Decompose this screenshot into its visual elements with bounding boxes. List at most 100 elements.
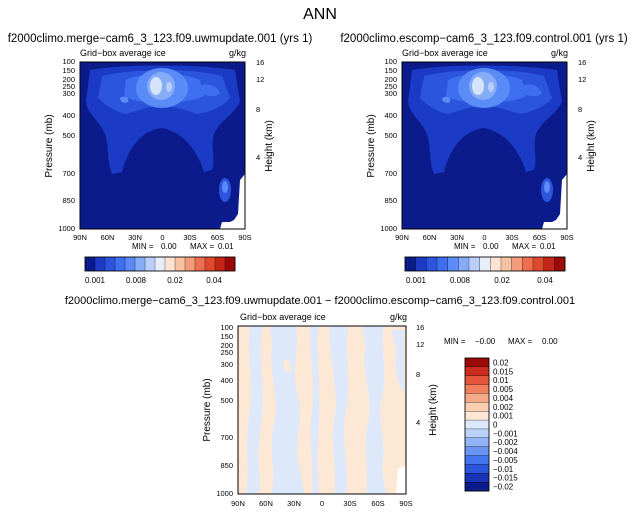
colorbar-swatch [84, 256, 96, 272]
left-max-value: 0.01 [218, 242, 234, 251]
diff-colorbar-swatch [464, 402, 490, 412]
left-ytick: 850 [62, 196, 75, 205]
diff-colorbar-swatch [464, 357, 490, 368]
right-ytick: 850 [384, 196, 397, 205]
diff-y2tick: 4 [416, 418, 420, 427]
colorbar-swatch [511, 256, 523, 272]
right-max-value: 0.01 [540, 242, 556, 251]
right-ytick: 500 [384, 131, 397, 140]
colorbar-swatch [134, 256, 146, 272]
left-subtitle-left: Grid−box average ice [80, 48, 166, 58]
right-min-label: MIN = [454, 242, 476, 251]
right-ylabel: Pressure (mb) [366, 114, 377, 177]
diff-xtick: 0 [320, 499, 324, 508]
left-xtick: 60S [211, 233, 224, 242]
colorbar-swatch [164, 256, 176, 272]
right-xtick: 60N [423, 233, 437, 242]
diff-colorbar-swatch [464, 384, 490, 394]
colorbar-swatch [458, 256, 470, 272]
left-contour-field [80, 62, 245, 229]
diff-ytick: 250 [220, 348, 233, 357]
diff-xtick: 90S [399, 499, 412, 508]
diff-colorbar-label: −0.001 [493, 429, 518, 438]
left-ytick: 250 [62, 82, 75, 91]
colorbar-swatch [104, 256, 116, 272]
diff-ytick: 100 [220, 323, 233, 332]
diff-xticks: 90N 60N 30N 0 30S 60S 90S [231, 499, 413, 508]
colorbar-swatch [174, 256, 186, 272]
right-xticks: 90N 60N 30N 0 30S 60S 90S [395, 233, 574, 242]
diff-plot-frame [237, 325, 407, 495]
diff-y2tick: 8 [416, 370, 420, 379]
diff-xtick: 90N [231, 499, 245, 508]
diff-colorbar-swatch [464, 446, 490, 456]
right-xtick: 60S [533, 233, 546, 242]
page-title: ANN [303, 6, 337, 23]
left-min-value: 0.00 [161, 242, 177, 251]
diff-colorbar-swatch [464, 455, 490, 465]
colorbar-swatch [490, 256, 502, 272]
right-contour-field [402, 62, 567, 229]
colorbar-swatch [426, 256, 438, 272]
colorbar-swatch [94, 256, 106, 272]
left-y2ticks: 16 12 8 4 [256, 58, 264, 162]
colorbar-swatch [500, 256, 513, 272]
diff-colorbar-label: −0.015 [493, 474, 518, 483]
left-xtick: 0 [160, 233, 164, 242]
right-ytick: 1000 [380, 224, 397, 233]
diff-ytick: 150 [220, 332, 233, 341]
left-xticks: 90N 60N 30N 0 30S 60S 90S [73, 233, 252, 242]
diff-colorbar-label: 0 [493, 421, 498, 430]
diff-colorbar-label: 0.002 [493, 403, 514, 412]
diff-colorbar-swatch [464, 393, 490, 403]
left-ytick: 500 [62, 131, 75, 140]
right-colorbar-labels: 0.001 0.008 0.02 0.04 [406, 276, 553, 285]
right-xtick: 90S [560, 233, 573, 242]
left-ytick: 700 [62, 169, 75, 178]
right-y2label: Height (km) [586, 120, 597, 172]
left-subtitle-right: g/kg [229, 48, 246, 58]
left-ytick: 100 [62, 57, 75, 66]
diff-colorbar-label: 0.015 [493, 367, 514, 376]
diff-subtitle-left: Grid−box average ice [240, 312, 326, 322]
left-xtick: 90N [73, 233, 87, 242]
diff-ylabel: Pressure (mb) [202, 378, 213, 441]
diff-colorbar-swatch [464, 473, 490, 483]
colorbar-swatch [554, 256, 566, 272]
left-min-label: MIN = [132, 242, 154, 251]
left-ylabel: Pressure (mb) [44, 114, 55, 177]
left-max-label: MAX = [190, 242, 215, 251]
left-xtick: 90S [238, 233, 251, 242]
left-xtick: 30N [128, 233, 142, 242]
colorbar-swatch [124, 256, 136, 272]
diff-colorbar [464, 357, 490, 492]
diff-max-value: 0.00 [542, 337, 558, 346]
right-ytick: 200 [384, 75, 397, 84]
diff-xtick: 30S [343, 499, 356, 508]
left-ytick: 150 [62, 66, 75, 75]
right-subtitle-right: g/kg [551, 48, 568, 58]
left-y2label: Height (km) [264, 120, 275, 172]
diff-ytick: 700 [220, 433, 233, 442]
difference-panel: f2000climo.merge−cam6_3_123.f09.uwmupdat… [65, 295, 575, 508]
diff-yticks: 100 150 200 250 300 400 500 700 850 1000 [216, 323, 233, 498]
diff-subtitle-right: g/kg [390, 312, 407, 322]
diff-y2tick: 16 [416, 323, 424, 332]
colorbar-swatch [184, 256, 196, 272]
diff-colorbar-swatch [464, 411, 490, 421]
diff-y2label: Height (km) [428, 384, 439, 436]
diff-colorbar-labels: 0.020.0150.010.0050.0040.0020.0010−0.001… [493, 358, 518, 491]
right-xtick: 90N [395, 233, 409, 242]
colorbar-swatch [522, 256, 534, 272]
left-colorbar-labels: 0.001 0.008 0.02 0.04 [85, 276, 222, 285]
diff-colorbar-swatch [464, 464, 490, 474]
diff-colorbar-label: −0.005 [493, 456, 518, 465]
diff-ytick: 200 [220, 341, 233, 350]
right-ytick: 100 [384, 57, 397, 66]
diff-colorbar-swatch [464, 366, 490, 377]
colorbar-swatch [447, 256, 459, 272]
diff-xtick: 30N [287, 499, 301, 508]
left-colorbar-frame [84, 256, 236, 272]
right-colorbar-label: 0.02 [494, 276, 510, 285]
diff-colorbar-swatch [464, 428, 490, 439]
